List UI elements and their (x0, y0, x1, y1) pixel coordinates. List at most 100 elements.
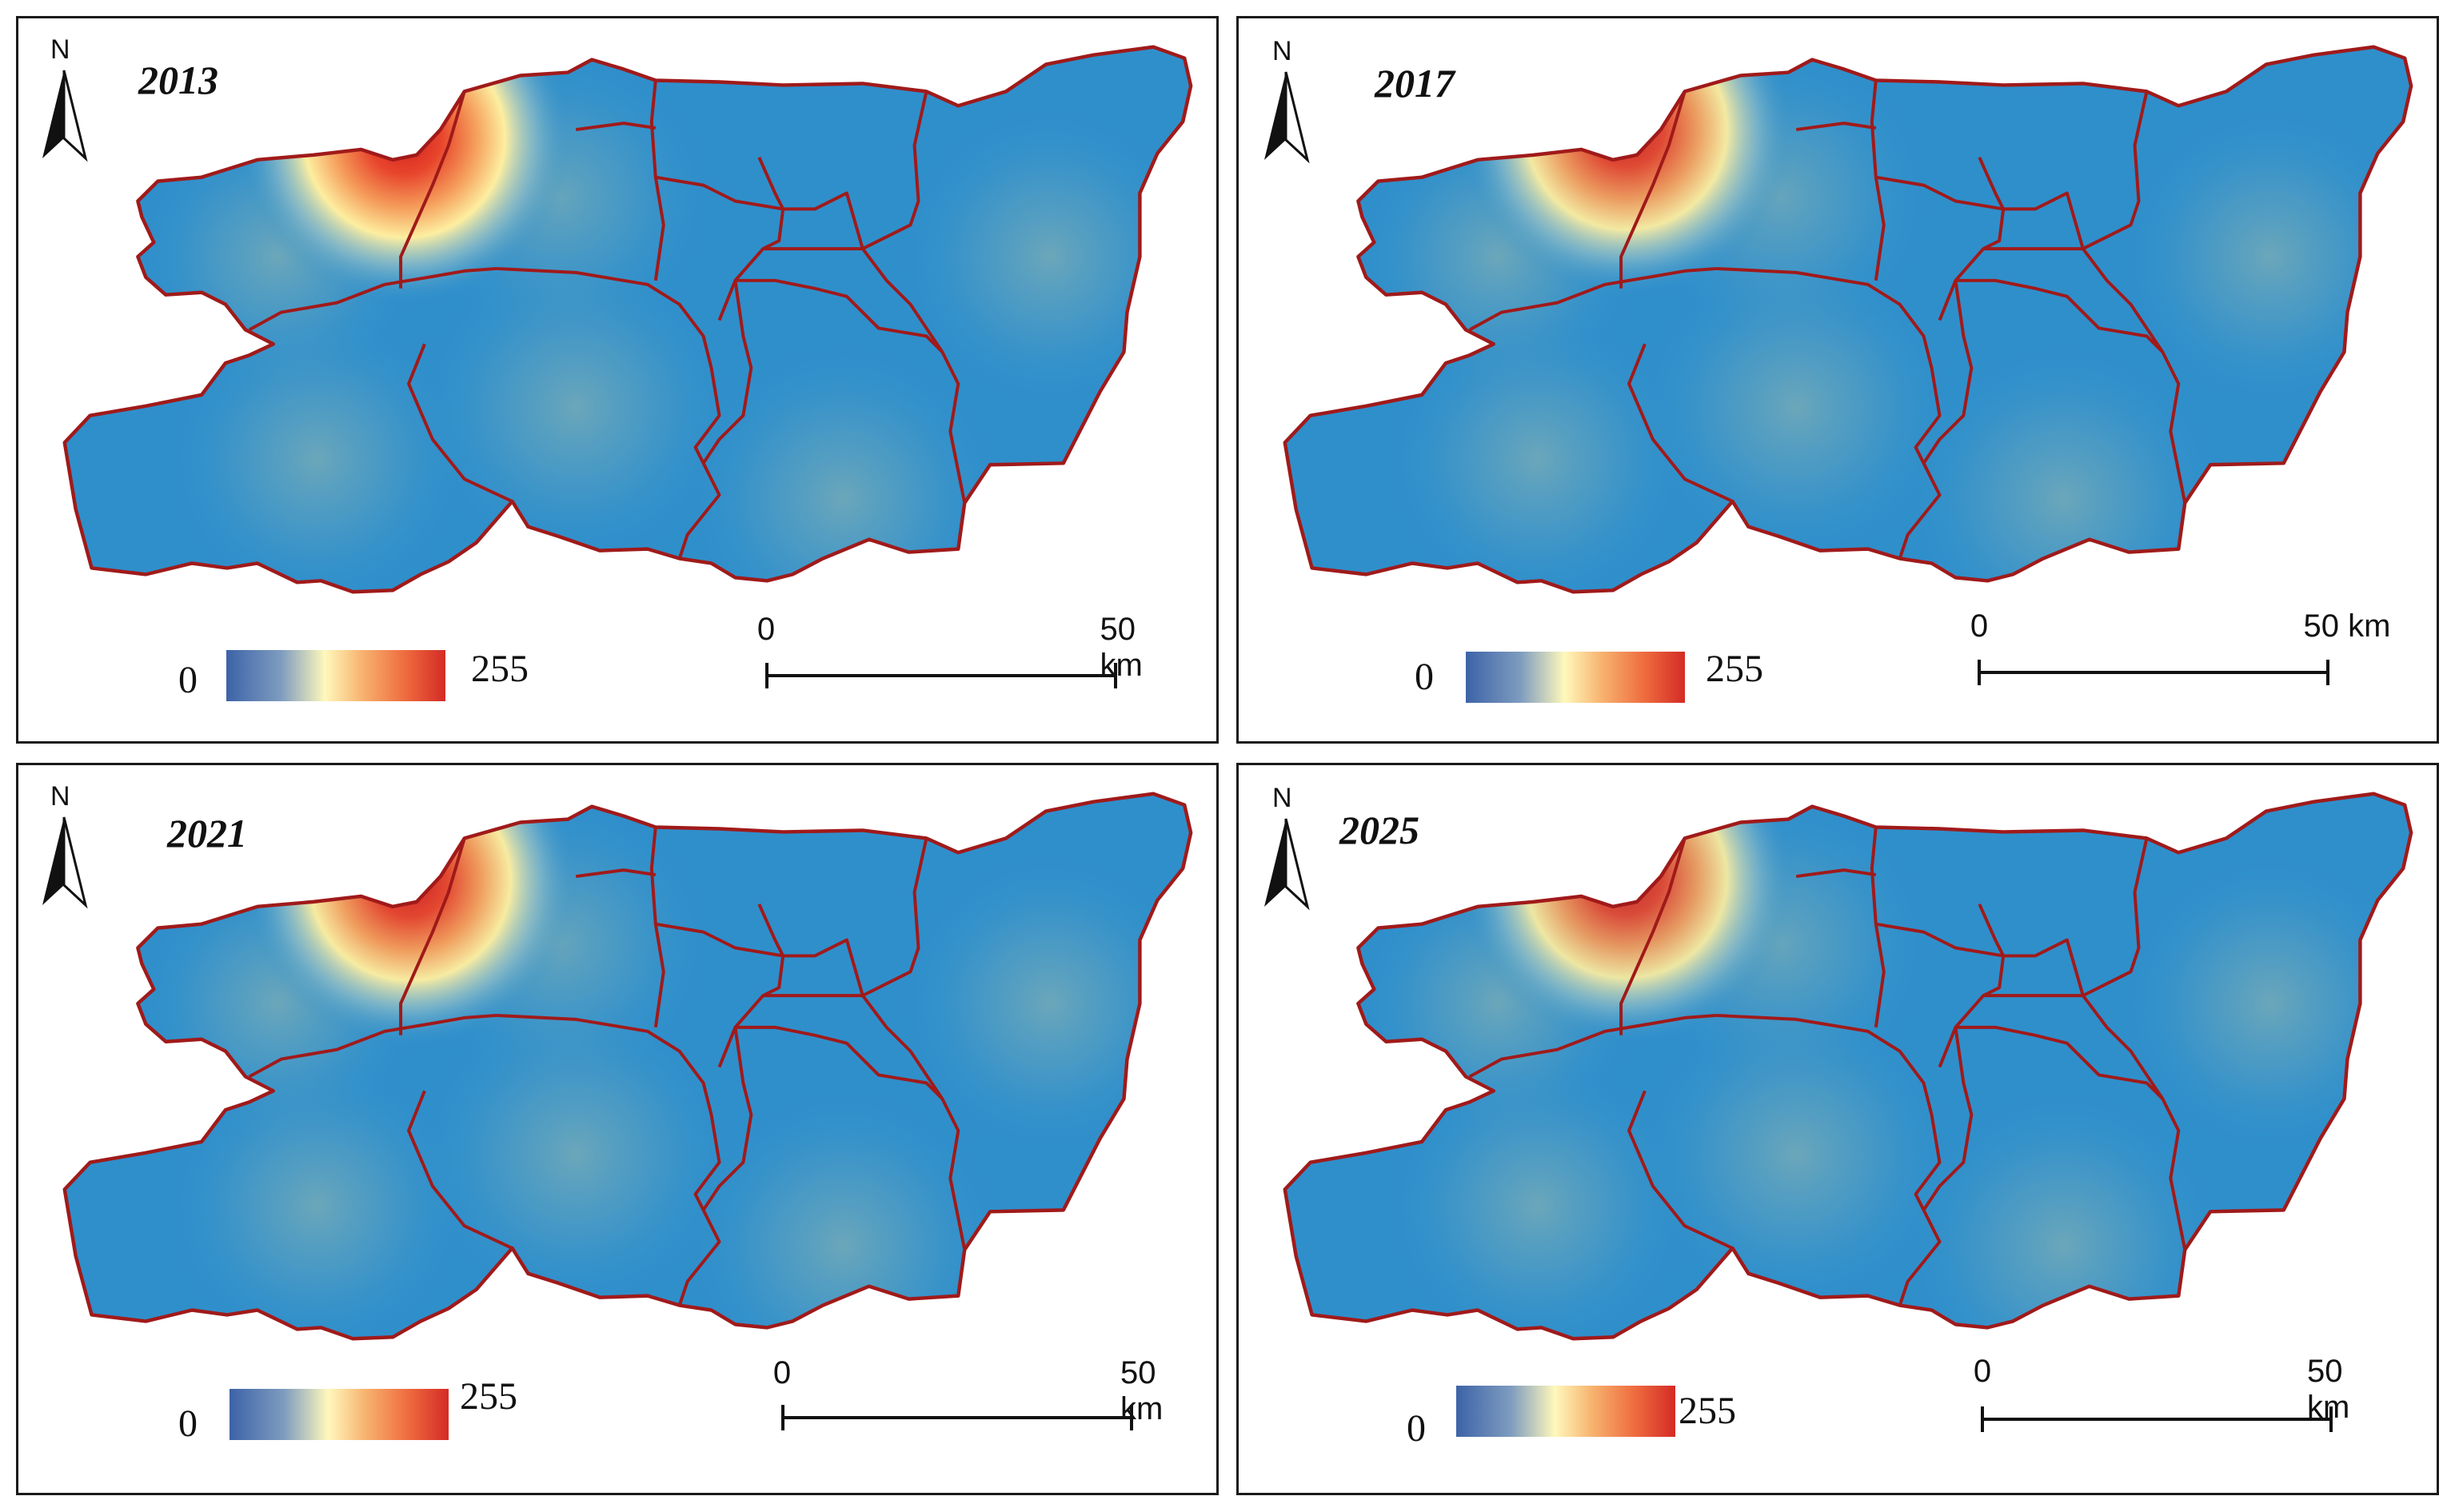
north-label: N (1272, 783, 1292, 813)
year-label: 2017 (1375, 61, 1455, 106)
district-boundary (496, 1013, 721, 1307)
scale-bar (1978, 660, 2329, 685)
scale-end-label: 50 km (1120, 1355, 1164, 1426)
region-outline (62, 792, 1193, 1341)
density-map (62, 45, 1193, 594)
legend-max-label: 255 (460, 1375, 517, 1418)
district-boundary (1795, 122, 1877, 132)
map-panel-1: 2013 N 0 255 0 50 km (16, 16, 1219, 744)
density-map (1283, 45, 2413, 594)
district-boundary (763, 90, 928, 251)
north-label: N (1272, 36, 1292, 66)
density-spot (683, 340, 1003, 592)
map-panel-3: 2021 N 0 255 0 50 km (16, 763, 1219, 1495)
north-arrow-icon (1264, 818, 1310, 911)
district-boundary (1716, 266, 1942, 560)
district-boundary (1468, 1013, 1717, 1079)
district-boundary (1795, 868, 1877, 879)
legend-color-ramp (226, 650, 445, 701)
district-boundary (496, 266, 721, 560)
scale-end-label: 50 km (1100, 612, 1143, 683)
north-label: N (50, 34, 70, 65)
scale-bar (765, 663, 1117, 688)
scale-zero-label: 0 (1973, 1354, 1992, 1389)
density-map (62, 792, 1193, 1341)
district-boundary (1716, 1013, 1942, 1307)
district-boundary (399, 837, 466, 1035)
district-boundary (763, 837, 928, 998)
density-spot (898, 106, 1192, 408)
north-label: N (50, 781, 70, 812)
district-boundary (1627, 343, 1734, 503)
district-boundary (861, 247, 944, 353)
map-panel-2: 2017 N 0 255 0 50 km (1236, 16, 2439, 744)
density-spot (898, 852, 1192, 1155)
district-boundary (861, 994, 944, 1100)
legend-min-label: 0 (1407, 1407, 1426, 1450)
scale-zero-label: 0 (772, 1355, 792, 1390)
district-boundary (649, 827, 665, 1028)
district-boundary (1619, 837, 1687, 1035)
district-boundary (735, 1025, 967, 1251)
legend-min-label: 0 (178, 1402, 198, 1445)
legend-color-ramp (1456, 1386, 1675, 1437)
north-arrow-icon (1264, 71, 1310, 164)
region-outline (1283, 792, 2413, 1341)
scale-bar (1981, 1406, 2333, 1432)
scale-end-label: 50 km (2303, 608, 2391, 644)
district-boundary (1468, 266, 1717, 332)
district-boundary (407, 1090, 513, 1250)
density-spot (1903, 340, 2223, 592)
district-boundary (2082, 247, 2165, 353)
region-outline (1283, 45, 2413, 594)
district-boundary (1983, 90, 2149, 251)
district-boundary (575, 868, 657, 879)
legend-min-label: 0 (178, 659, 198, 701)
district-boundary (1955, 1025, 2187, 1251)
density-spot (166, 1055, 469, 1339)
district-boundary (248, 266, 497, 332)
legend-max-label: 255 (1679, 1390, 1736, 1432)
district-boundary (248, 1013, 497, 1079)
region-outline (62, 45, 1193, 594)
district-boundary (735, 278, 967, 504)
district-boundary (1955, 278, 2187, 504)
density-spot (1637, 995, 1956, 1314)
density-spot (1637, 249, 1956, 567)
legend-color-ramp (1466, 652, 1685, 703)
district-boundary (701, 280, 753, 465)
district-boundary (575, 122, 657, 132)
density-spot (1903, 1087, 2223, 1339)
district-boundary (1983, 837, 2149, 998)
density-spot (1386, 308, 1689, 592)
district-boundary (399, 90, 466, 289)
density-spot (417, 995, 736, 1314)
district-boundary (1922, 280, 1974, 465)
district-boundary (1627, 1090, 1734, 1250)
year-label: 2021 (167, 811, 247, 856)
scale-bar (781, 1405, 1133, 1430)
north-arrow-icon (42, 70, 88, 162)
map-panel-4: 2025 N 0 255 0 50 km (1236, 763, 2439, 1495)
density-spot (2118, 106, 2412, 408)
year-label: 2013 (138, 58, 218, 102)
scale-zero-label: 0 (756, 612, 776, 647)
density-map (1283, 792, 2413, 1341)
legend-max-label: 255 (471, 648, 529, 690)
district-boundary (1619, 90, 1687, 289)
density-spot (1386, 1055, 1689, 1339)
legend-max-label: 255 (1706, 648, 1763, 690)
year-label: 2025 (1339, 808, 1419, 852)
density-spot (166, 308, 469, 592)
district-boundary (407, 343, 513, 503)
legend-color-ramp (230, 1389, 449, 1440)
density-spot (2118, 852, 2412, 1155)
density-spot (417, 249, 736, 567)
district-boundary (2082, 994, 2165, 1100)
scale-zero-label: 0 (1970, 608, 1989, 644)
district-boundary (1922, 1027, 1974, 1211)
legend-min-label: 0 (1415, 656, 1434, 698)
north-arrow-icon (42, 816, 88, 909)
density-spot (683, 1087, 1003, 1339)
district-boundary (701, 1027, 753, 1211)
